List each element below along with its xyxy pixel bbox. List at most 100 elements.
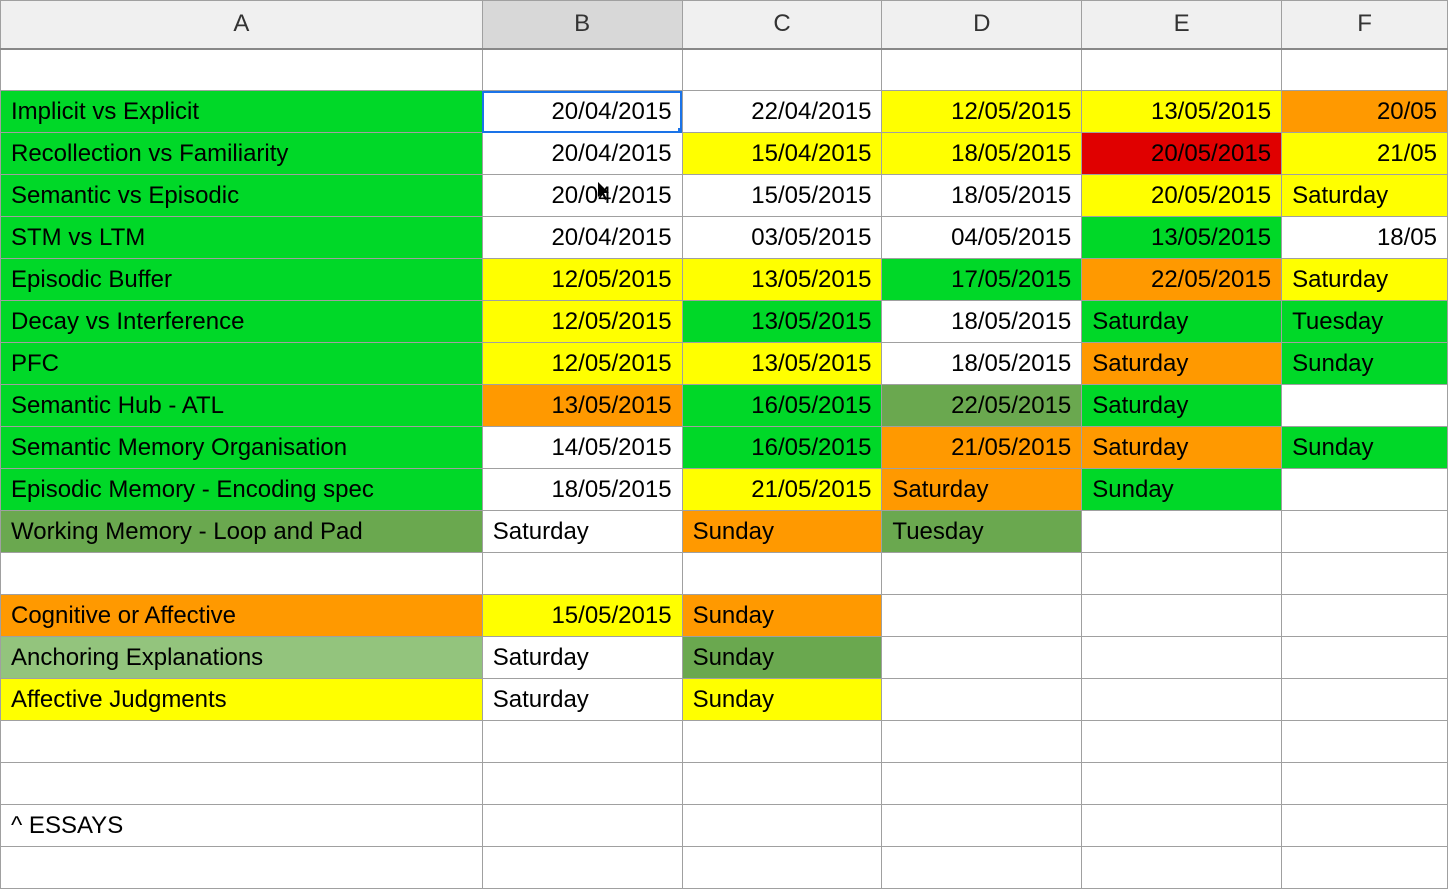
- cell[interactable]: Saturday: [1282, 175, 1448, 217]
- cell[interactable]: [882, 763, 1082, 805]
- cell[interactable]: [1282, 553, 1448, 595]
- cell[interactable]: [1282, 763, 1448, 805]
- cell[interactable]: Semantic vs Episodic: [1, 175, 483, 217]
- cell[interactable]: [882, 847, 1082, 889]
- cell[interactable]: Saturday: [1082, 385, 1282, 427]
- cell[interactable]: [1282, 49, 1448, 91]
- cell[interactable]: Episodic Memory - Encoding spec: [1, 469, 483, 511]
- cell[interactable]: Saturday: [1282, 259, 1448, 301]
- cell[interactable]: [1082, 595, 1282, 637]
- cell[interactable]: [482, 763, 682, 805]
- cell[interactable]: Cognitive or Affective: [1, 595, 483, 637]
- column-header-a[interactable]: A: [1, 1, 483, 49]
- cell[interactable]: [482, 49, 682, 91]
- spreadsheet-grid[interactable]: A B C D E F Implicit vs Explicit20/04/20…: [0, 0, 1448, 889]
- cell[interactable]: 16/05/2015: [682, 427, 882, 469]
- cell[interactable]: 21/05: [1282, 133, 1448, 175]
- cell[interactable]: 20/05/2015: [1082, 175, 1282, 217]
- cell[interactable]: [882, 637, 1082, 679]
- cell[interactable]: [682, 721, 882, 763]
- cell[interactable]: 22/04/2015: [682, 91, 882, 133]
- cell[interactable]: [882, 553, 1082, 595]
- cell[interactable]: 15/05/2015: [682, 175, 882, 217]
- cell[interactable]: [1282, 385, 1448, 427]
- cell[interactable]: 20/04/2015: [482, 175, 682, 217]
- cell[interactable]: Tuesday: [882, 511, 1082, 553]
- column-header-f[interactable]: F: [1282, 1, 1448, 49]
- cell[interactable]: [882, 49, 1082, 91]
- cell[interactable]: 18/05/2015: [882, 133, 1082, 175]
- cell[interactable]: Saturday: [482, 511, 682, 553]
- cell[interactable]: 20/05: [1282, 91, 1448, 133]
- cell[interactable]: 21/05/2015: [682, 469, 882, 511]
- column-header-b[interactable]: B: [482, 1, 682, 49]
- cell[interactable]: 22/05/2015: [882, 385, 1082, 427]
- cell[interactable]: Sunday: [1282, 343, 1448, 385]
- cell[interactable]: Implicit vs Explicit: [1, 91, 483, 133]
- cell[interactable]: Working Memory - Loop and Pad: [1, 511, 483, 553]
- cell[interactable]: 04/05/2015: [882, 217, 1082, 259]
- cell[interactable]: [1, 763, 483, 805]
- column-header-e[interactable]: E: [1082, 1, 1282, 49]
- cell[interactable]: [482, 805, 682, 847]
- cell[interactable]: 18/05/2015: [882, 301, 1082, 343]
- cell[interactable]: Sunday: [1082, 469, 1282, 511]
- cell[interactable]: [682, 553, 882, 595]
- cell[interactable]: [1282, 511, 1448, 553]
- cell[interactable]: 13/05/2015: [682, 343, 882, 385]
- cell[interactable]: 18/05: [1282, 217, 1448, 259]
- cell[interactable]: 15/05/2015: [482, 595, 682, 637]
- cell[interactable]: 21/05/2015: [882, 427, 1082, 469]
- cell[interactable]: Saturday: [482, 637, 682, 679]
- cell[interactable]: [1282, 595, 1448, 637]
- cell[interactable]: 12/05/2015: [882, 91, 1082, 133]
- cell[interactable]: ^ ESSAYS: [1, 805, 483, 847]
- cell[interactable]: [1082, 763, 1282, 805]
- cell[interactable]: [1082, 637, 1282, 679]
- cell[interactable]: 20/05/2015: [1082, 133, 1282, 175]
- cell[interactable]: [1082, 49, 1282, 91]
- column-header-c[interactable]: C: [682, 1, 882, 49]
- cell[interactable]: [482, 847, 682, 889]
- cell[interactable]: Episodic Buffer: [1, 259, 483, 301]
- cell[interactable]: Saturday: [482, 679, 682, 721]
- cell[interactable]: [1082, 511, 1282, 553]
- cell[interactable]: [1282, 805, 1448, 847]
- cell[interactable]: [1, 553, 483, 595]
- cell[interactable]: 13/05/2015: [1082, 91, 1282, 133]
- cell[interactable]: Anchoring Explanations: [1, 637, 483, 679]
- cell[interactable]: [882, 679, 1082, 721]
- cell[interactable]: Sunday: [682, 637, 882, 679]
- cell[interactable]: 13/05/2015: [1082, 217, 1282, 259]
- cell[interactable]: [1, 49, 483, 91]
- cell[interactable]: [1282, 847, 1448, 889]
- cell[interactable]: Saturday: [1082, 301, 1282, 343]
- cell[interactable]: Sunday: [682, 511, 882, 553]
- cell[interactable]: 13/05/2015: [682, 259, 882, 301]
- cell[interactable]: Sunday: [1282, 427, 1448, 469]
- cell[interactable]: Semantic Memory Organisation: [1, 427, 483, 469]
- cell[interactable]: 15/04/2015: [682, 133, 882, 175]
- cell[interactable]: 12/05/2015: [482, 301, 682, 343]
- cell[interactable]: 16/05/2015: [682, 385, 882, 427]
- cell[interactable]: [1082, 805, 1282, 847]
- cell[interactable]: Decay vs Interference: [1, 301, 483, 343]
- cell[interactable]: 18/05/2015: [482, 469, 682, 511]
- cell[interactable]: Sunday: [682, 679, 882, 721]
- cell[interactable]: [1, 847, 483, 889]
- cell[interactable]: Saturday: [1082, 427, 1282, 469]
- cell[interactable]: Recollection vs Familiarity: [1, 133, 483, 175]
- cell[interactable]: 18/05/2015: [882, 175, 1082, 217]
- cell[interactable]: [482, 721, 682, 763]
- cell[interactable]: Saturday: [882, 469, 1082, 511]
- cell[interactable]: [682, 763, 882, 805]
- cell[interactable]: Tuesday: [1282, 301, 1448, 343]
- cell[interactable]: [1282, 637, 1448, 679]
- cell[interactable]: Sunday: [682, 595, 882, 637]
- cell[interactable]: 03/05/2015: [682, 217, 882, 259]
- cell[interactable]: [1082, 679, 1282, 721]
- cell[interactable]: 17/05/2015: [882, 259, 1082, 301]
- cell[interactable]: Affective Judgments: [1, 679, 483, 721]
- cell[interactable]: PFC: [1, 343, 483, 385]
- cell[interactable]: 22/05/2015: [1082, 259, 1282, 301]
